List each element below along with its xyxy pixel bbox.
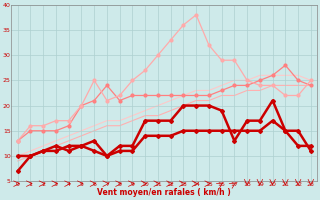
X-axis label: Vent moyen/en rafales ( km/h ): Vent moyen/en rafales ( km/h ) — [97, 188, 231, 197]
